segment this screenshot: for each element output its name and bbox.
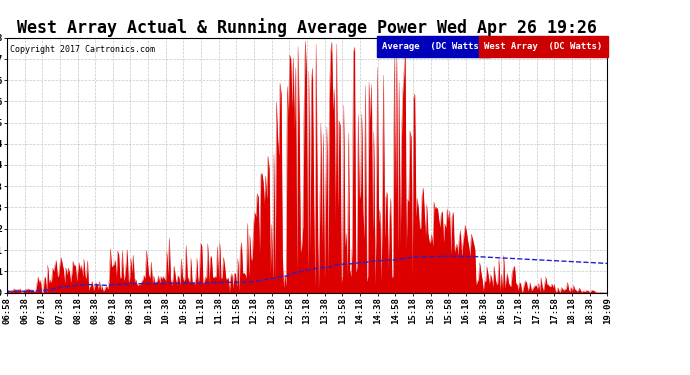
Legend: Average  (DC Watts), West Array  (DC Watts): Average (DC Watts), West Array (DC Watts… xyxy=(382,42,602,51)
Text: Copyright 2017 Cartronics.com: Copyright 2017 Cartronics.com xyxy=(10,45,155,54)
Title: West Array Actual & Running Average Power Wed Apr 26 19:26: West Array Actual & Running Average Powe… xyxy=(17,18,597,38)
